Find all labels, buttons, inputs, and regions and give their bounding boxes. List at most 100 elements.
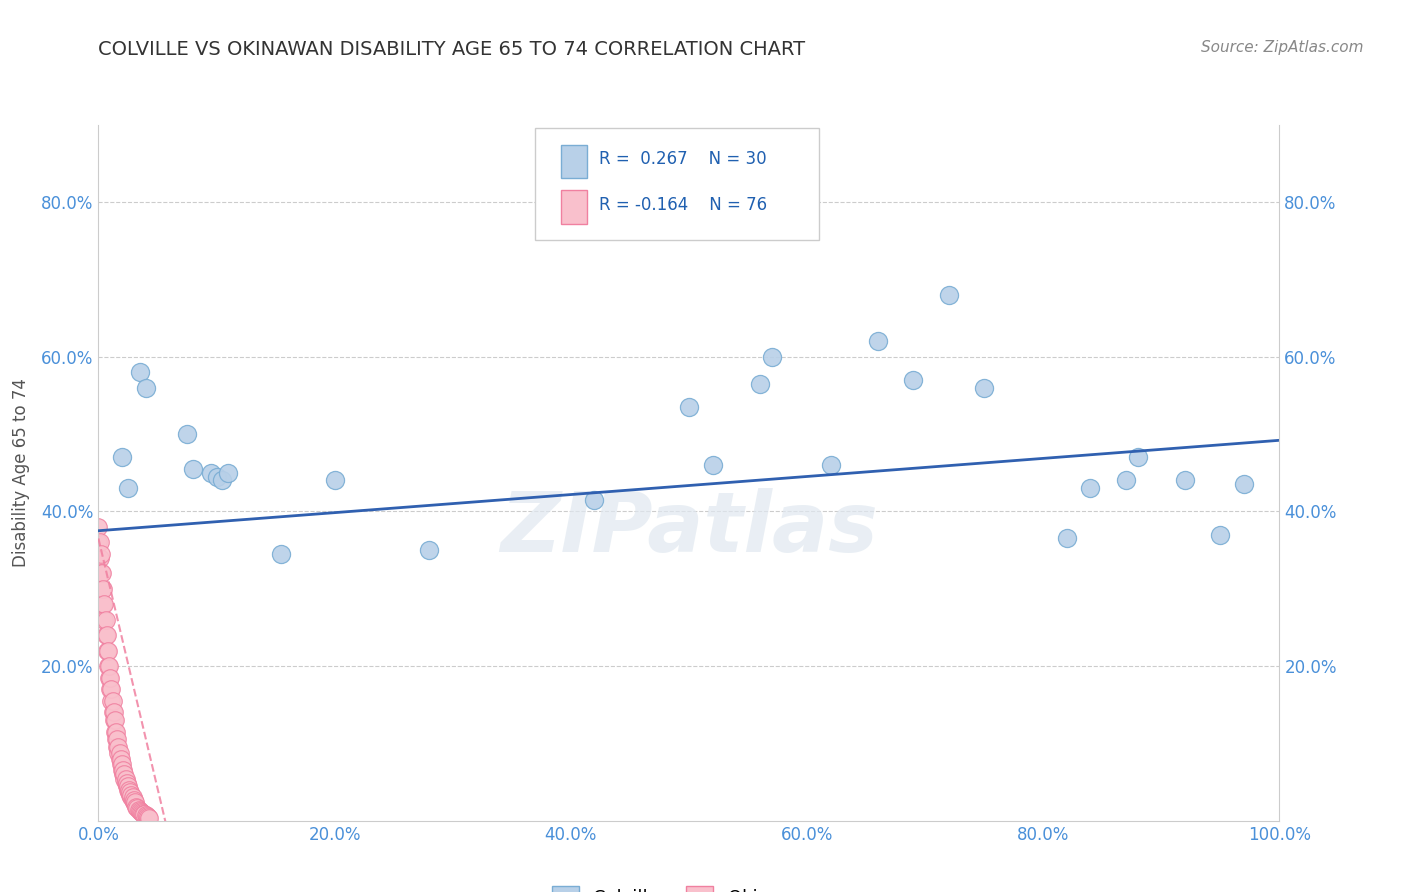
Point	[103, 706, 125, 720]
Point	[124, 795, 146, 809]
Point	[97, 659, 120, 673]
Point	[91, 582, 114, 596]
Point	[112, 772, 135, 786]
Point	[128, 805, 150, 819]
Point	[127, 801, 149, 815]
Legend: Colville, Okinawans: Colville, Okinawans	[544, 879, 834, 892]
Point	[98, 659, 121, 673]
Point	[748, 376, 770, 391]
Point	[128, 365, 150, 379]
Point	[90, 566, 112, 581]
Point	[87, 520, 110, 534]
Text: R = -0.164    N = 76: R = -0.164 N = 76	[599, 196, 768, 214]
Point	[103, 713, 125, 727]
Point	[121, 788, 143, 802]
Point	[114, 772, 136, 786]
Point	[122, 795, 145, 809]
Point	[120, 785, 142, 799]
Point	[135, 808, 157, 822]
Point	[121, 793, 143, 807]
Point	[101, 694, 124, 708]
Point	[820, 458, 842, 472]
Point	[134, 807, 156, 822]
Point	[111, 757, 134, 772]
Point	[107, 740, 129, 755]
Point	[104, 713, 127, 727]
Point	[89, 550, 111, 565]
Point	[181, 462, 204, 476]
Point	[108, 746, 131, 760]
Point	[200, 466, 222, 480]
Point	[1056, 532, 1078, 546]
Point	[132, 806, 155, 821]
Point	[96, 643, 118, 657]
Point	[91, 597, 114, 611]
Point	[122, 793, 145, 807]
Point	[176, 427, 198, 442]
Point	[111, 450, 134, 465]
Point	[323, 474, 346, 488]
Point	[98, 671, 121, 685]
Point	[761, 350, 783, 364]
Point	[94, 628, 117, 642]
Point	[129, 805, 152, 819]
Point	[121, 790, 143, 805]
Text: COLVILLE VS OKINAWAN DISABILITY AGE 65 TO 74 CORRELATION CHART: COLVILLE VS OKINAWAN DISABILITY AGE 65 T…	[98, 40, 806, 59]
Point	[112, 767, 135, 781]
Point	[105, 724, 128, 739]
Point	[96, 628, 118, 642]
Point	[135, 381, 157, 395]
Point	[131, 805, 153, 820]
Point	[118, 782, 141, 797]
Point	[112, 767, 135, 781]
Point	[138, 811, 160, 825]
Point	[105, 740, 128, 755]
Point	[1080, 481, 1102, 495]
Point	[90, 547, 112, 561]
Point	[418, 543, 440, 558]
Point	[87, 535, 110, 549]
Point	[98, 671, 121, 685]
Point	[101, 706, 124, 720]
Bar	[561, 190, 588, 224]
Point	[136, 810, 159, 824]
Point	[91, 582, 114, 596]
Point	[118, 785, 141, 799]
Point	[211, 474, 233, 488]
Point	[1233, 477, 1256, 491]
Point	[97, 643, 120, 657]
Point	[120, 788, 142, 802]
Point	[124, 797, 146, 812]
Point	[117, 782, 139, 797]
Point	[108, 752, 131, 766]
Point	[115, 776, 138, 790]
Point	[111, 763, 134, 777]
Point	[217, 466, 239, 480]
Point	[100, 694, 122, 708]
Point	[125, 799, 148, 814]
Point	[117, 779, 139, 793]
Point	[112, 763, 135, 777]
Bar	[561, 145, 588, 178]
Point	[866, 334, 889, 349]
Point	[107, 746, 129, 760]
Y-axis label: Disability Age 65 to 74: Disability Age 65 to 74	[11, 378, 30, 567]
Point	[89, 535, 111, 549]
Point	[114, 776, 136, 790]
Point	[98, 682, 121, 697]
Point	[1174, 474, 1197, 488]
Point	[110, 752, 132, 766]
Point	[1126, 450, 1149, 465]
Point	[115, 779, 138, 793]
Point	[135, 809, 157, 823]
Point	[205, 469, 228, 483]
Point	[270, 547, 292, 561]
Point	[94, 613, 117, 627]
Point	[105, 732, 128, 747]
Point	[110, 757, 132, 772]
FancyBboxPatch shape	[536, 128, 818, 240]
Point	[678, 400, 700, 414]
Point	[702, 458, 724, 472]
Point	[93, 597, 115, 611]
Text: ZIPatlas: ZIPatlas	[501, 488, 877, 569]
